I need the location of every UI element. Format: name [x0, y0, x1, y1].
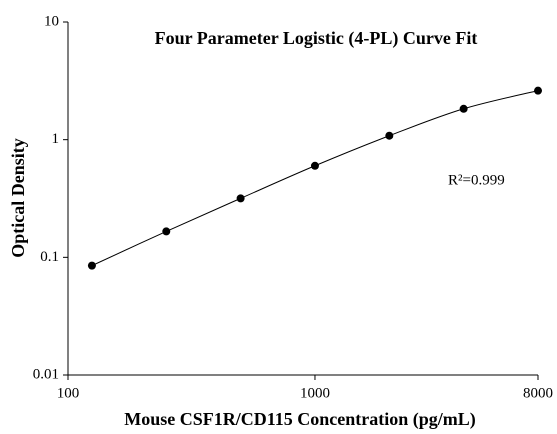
y-tick-label: 0.01	[33, 366, 59, 382]
x-tick-label: 8000	[523, 385, 553, 401]
data-point	[459, 104, 468, 113]
y-tick-label: 1	[52, 131, 60, 147]
data-point	[534, 86, 542, 95]
x-tick-label: 100	[57, 385, 80, 401]
data-point	[385, 131, 394, 140]
data-point	[310, 161, 319, 170]
y-axis-label: Optical Density	[8, 138, 28, 258]
annotation: R²=0.999	[448, 172, 505, 188]
data-point	[236, 194, 245, 203]
x-tick-label: 1000	[300, 385, 330, 401]
y-tick-label: 0.1	[40, 249, 59, 265]
x-axis-label: Mouse CSF1R/CD115 Concentration (pg/mL)	[124, 409, 476, 430]
data-point	[87, 261, 96, 270]
data-point	[162, 227, 171, 236]
y-tick-label: 10	[44, 13, 59, 29]
chart-title: Four Parameter Logistic (4-PL) Curve Fit	[155, 28, 478, 49]
